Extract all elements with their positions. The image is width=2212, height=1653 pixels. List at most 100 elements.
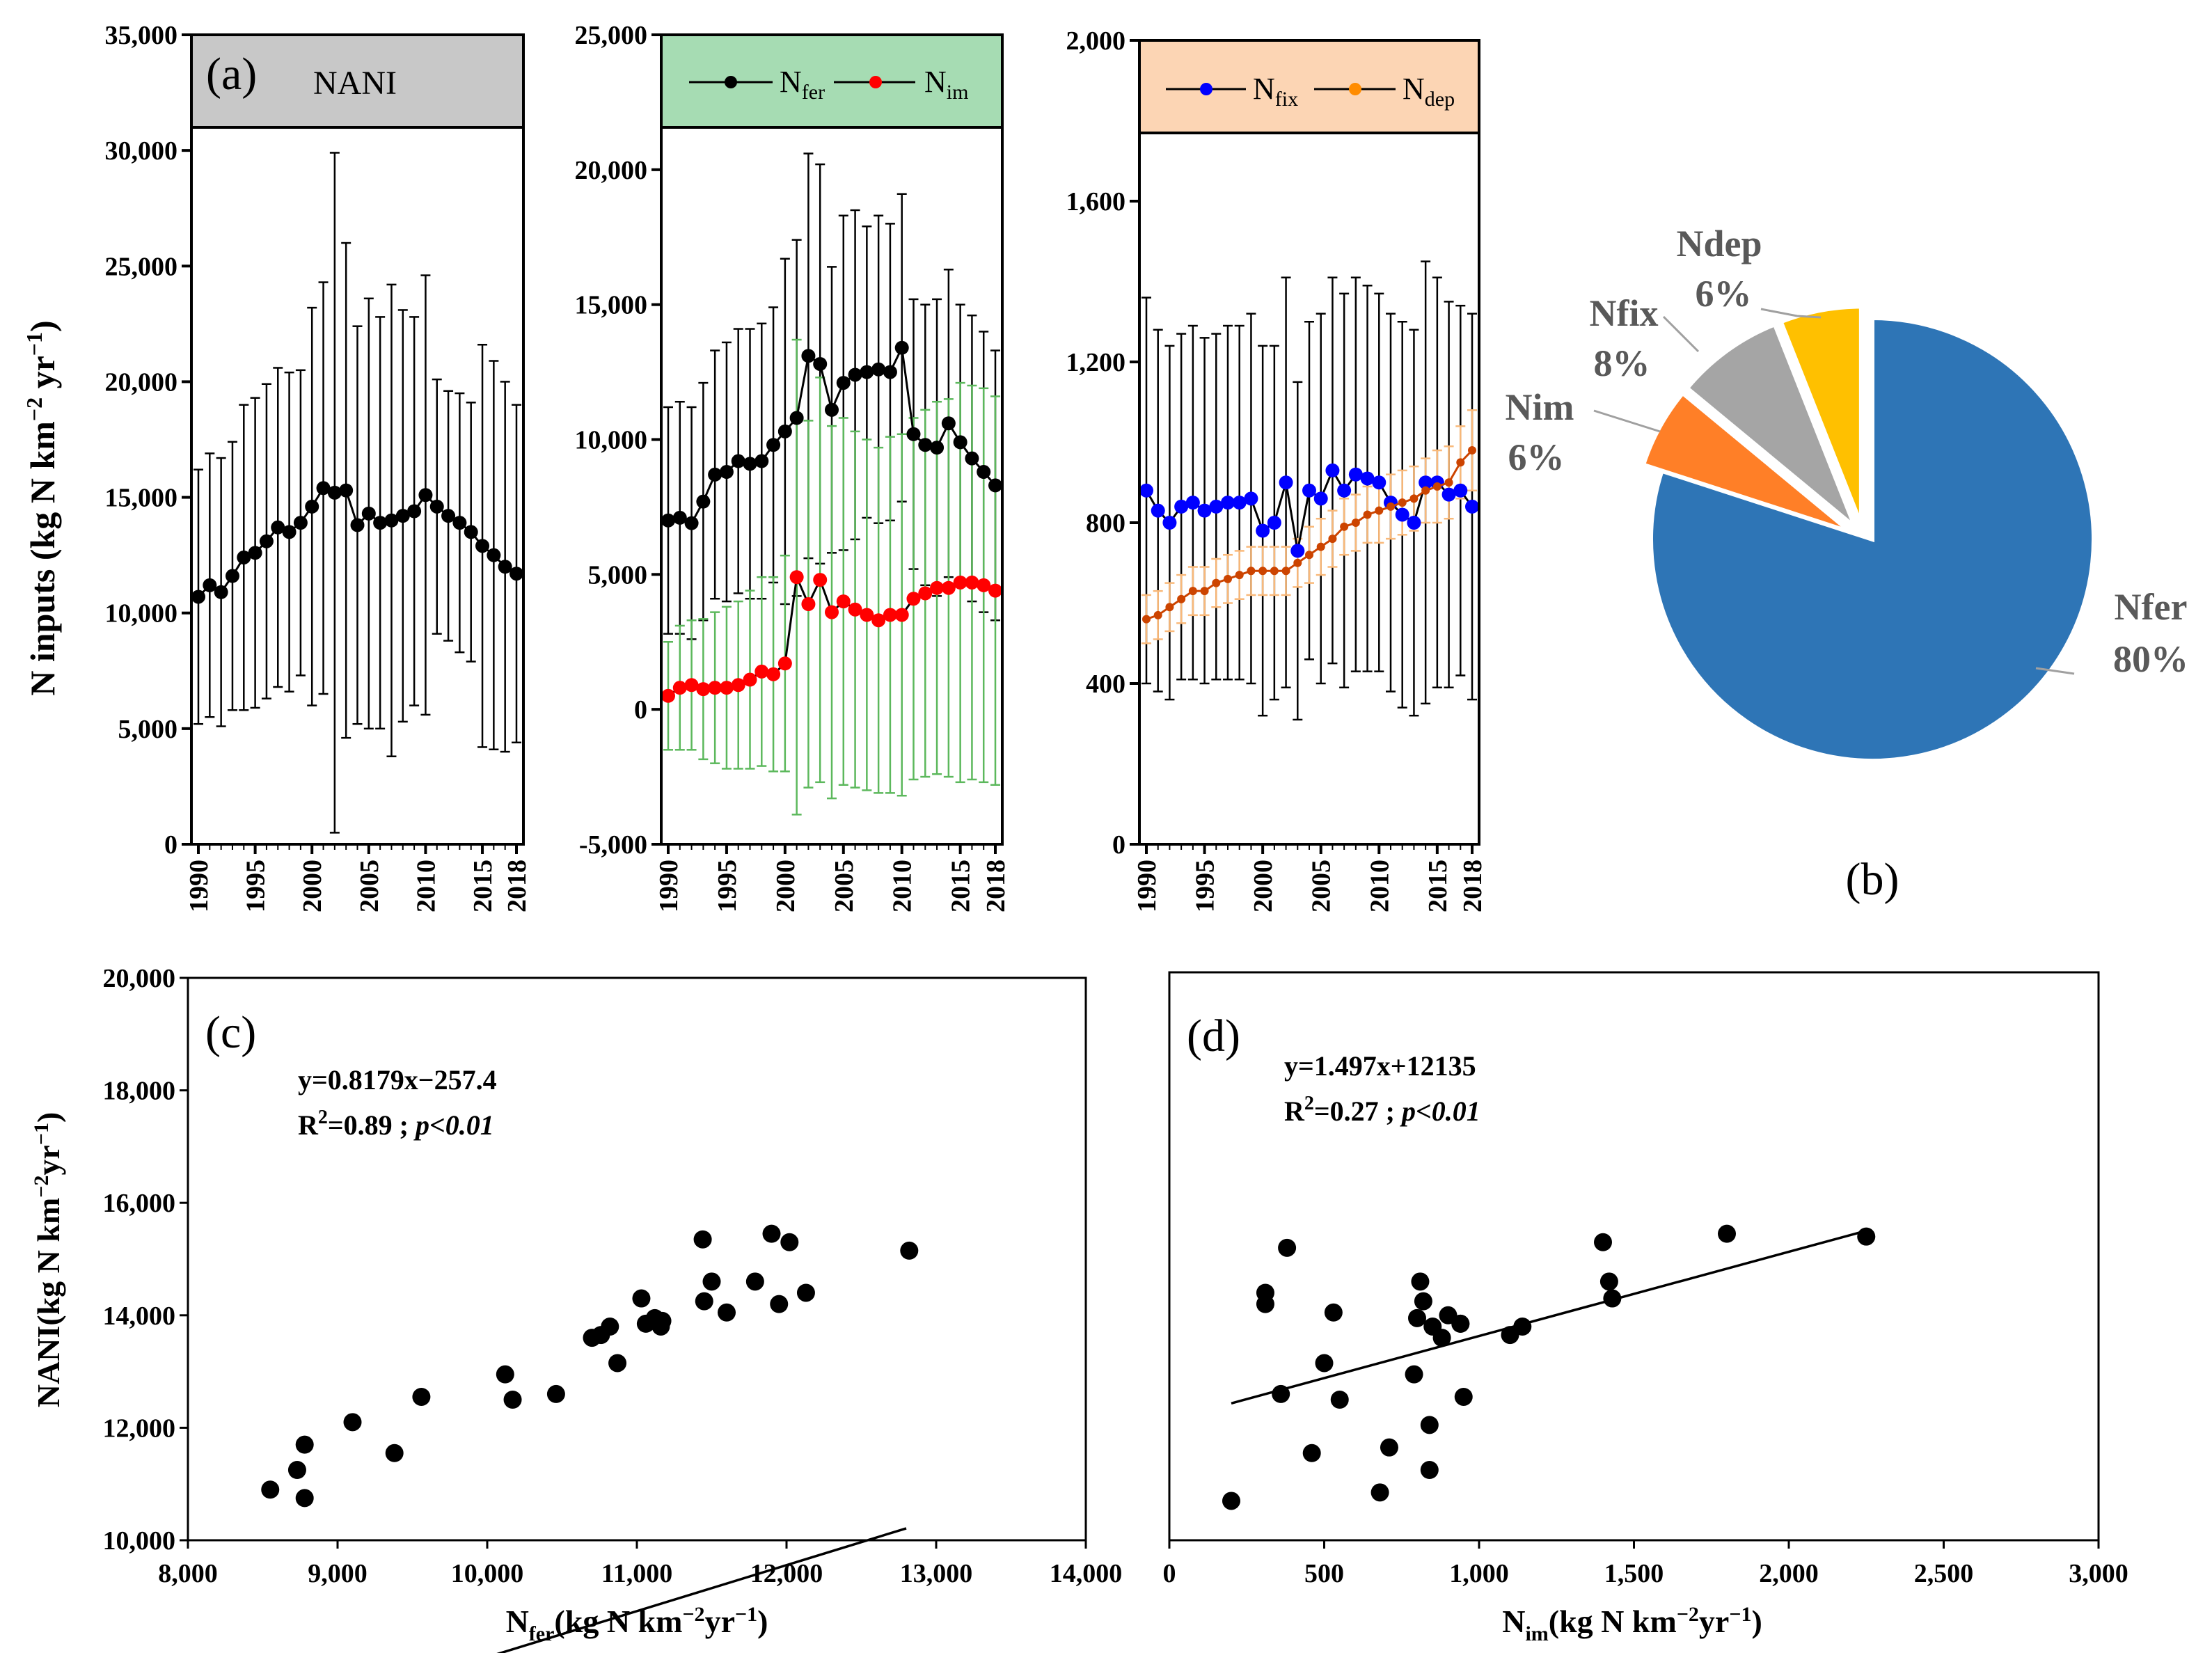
nim-point: [918, 586, 933, 601]
c-point: [385, 1444, 404, 1462]
x-tick-label: 13,000: [900, 1559, 973, 1588]
nfer-point: [988, 478, 1002, 493]
legend-nim-marker: [869, 76, 882, 88]
d-point: [1603, 1289, 1622, 1308]
nim-point: [708, 681, 722, 695]
d-fit-line: [1231, 1229, 1867, 1405]
c-point: [295, 1435, 314, 1454]
c-point: [718, 1303, 736, 1322]
nfer-point: [731, 454, 745, 468]
legend-nfix-label: Nfix: [1253, 72, 1298, 111]
ndep-point: [1188, 587, 1197, 596]
x-tick-label: 10,000: [451, 1559, 524, 1588]
nfer-point: [930, 441, 945, 455]
x-tick-label: 14,000: [1050, 1559, 1123, 1588]
y-tick-label: 800: [1086, 509, 1125, 538]
legend-nim-label: Nim: [924, 65, 968, 104]
panel-c-equation: y=0.8179x−257.4: [298, 1064, 497, 1096]
nfer-point: [860, 365, 874, 379]
nim-point: [743, 672, 757, 687]
nfix-point: [1267, 516, 1281, 530]
panel-a-label: (a): [206, 49, 257, 100]
x-tick-label: 2,500: [1914, 1559, 1974, 1588]
legend-nfer-label: Nfer: [780, 65, 825, 104]
nani-series: [191, 481, 523, 604]
c-point: [503, 1391, 522, 1409]
ndep-point: [1316, 542, 1325, 551]
panel-c-label: (c): [205, 1007, 256, 1058]
nfix-point: [1465, 499, 1479, 514]
nim-point: [789, 570, 804, 585]
c-point: [261, 1480, 280, 1499]
ndep-point: [1340, 522, 1349, 531]
legend-ndep-marker: [1349, 83, 1361, 95]
x-tick-label: 0: [1163, 1559, 1176, 1588]
pie-slices: [1641, 304, 2096, 763]
x-tick-label: 1995: [1191, 860, 1220, 912]
c-point: [900, 1241, 919, 1260]
c-point: [745, 1272, 764, 1291]
x-tick-label: 1990: [654, 860, 684, 912]
x-tick-label: 1,000: [1449, 1559, 1509, 1588]
x-tick-label: 2005: [355, 860, 384, 912]
d-point: [1857, 1227, 1876, 1246]
nfer-point: [825, 402, 839, 417]
a1-point: [237, 550, 251, 564]
nfer-point: [661, 513, 675, 528]
nani-header-text: NANI: [313, 65, 397, 102]
a1-point: [373, 516, 388, 530]
ndep-point: [1409, 494, 1419, 503]
panel-a-nfix-ndep: Nfix Ndep 0 400 800 1,200 1,600 2,000 1990 1995…: [1066, 26, 1488, 912]
a1-point: [441, 509, 456, 523]
nfix-ndep-legend: Nfix Ndep: [1166, 72, 1455, 111]
nfix-point: [1372, 475, 1387, 490]
c-point: [343, 1413, 362, 1432]
c-point: [653, 1311, 672, 1330]
nim-point: [988, 583, 1002, 598]
nim-point: [953, 575, 967, 590]
nim-point: [906, 592, 921, 606]
d-point: [1420, 1416, 1439, 1434]
panel-d-r2: R2=0.27 ; p<0.01: [1284, 1093, 1480, 1127]
y-tick-label: 18,000: [103, 1077, 176, 1106]
ndep-point: [1363, 510, 1372, 519]
ndep-point: [1387, 502, 1395, 511]
nfer-nim-legend: Nfer Nim: [689, 65, 968, 104]
a1-point: [407, 504, 422, 519]
x-tick-label: 1990: [184, 860, 214, 912]
a1-point: [395, 509, 410, 523]
ndep-point: [1153, 610, 1162, 619]
d-point: [1380, 1438, 1398, 1457]
x-tick-label: 2005: [830, 860, 859, 912]
d-point: [1411, 1272, 1430, 1291]
legend-ndep-label: Ndep: [1403, 72, 1455, 111]
nfix-point: [1256, 523, 1270, 538]
nim-point: [860, 608, 874, 622]
nani-y-axis-label: N inputs (kg N km−2 yr−1): [22, 320, 62, 695]
nfer-point: [766, 438, 781, 452]
ndep-point: [1375, 506, 1384, 515]
d-point: [1272, 1384, 1290, 1403]
a1-point: [225, 569, 239, 583]
nfix-ndep-series: [1139, 446, 1479, 624]
a1-point: [293, 516, 308, 530]
pie-label-nim-pct: 6%: [1508, 436, 1565, 478]
x-tick-label: 1995: [713, 860, 742, 912]
x-tick-label: 3,000: [2069, 1559, 2128, 1588]
c-point: [702, 1272, 721, 1291]
panel-d-x-axis-label: Nim(kg N km−2yr−1): [1502, 1603, 1762, 1645]
pie-label-nfer-name: Nfer: [2115, 586, 2188, 628]
panel-d-scatter: 0 500 1,000 1,500 2,000 2,500 3,000 (d) y=1.49…: [1163, 971, 2128, 1645]
y-tick-label: 15,000: [105, 484, 178, 513]
nim-point: [977, 578, 991, 592]
nfer-point: [848, 367, 862, 382]
a1-point: [214, 585, 228, 599]
x-tick-label: 2010: [888, 860, 917, 912]
panel-d-label: (d): [1187, 1011, 1240, 1061]
nfix-point: [1279, 475, 1293, 490]
c-point: [546, 1384, 565, 1403]
nim-point: [766, 667, 781, 681]
x-tick-label: 2010: [411, 860, 441, 912]
a1-point: [203, 578, 217, 592]
